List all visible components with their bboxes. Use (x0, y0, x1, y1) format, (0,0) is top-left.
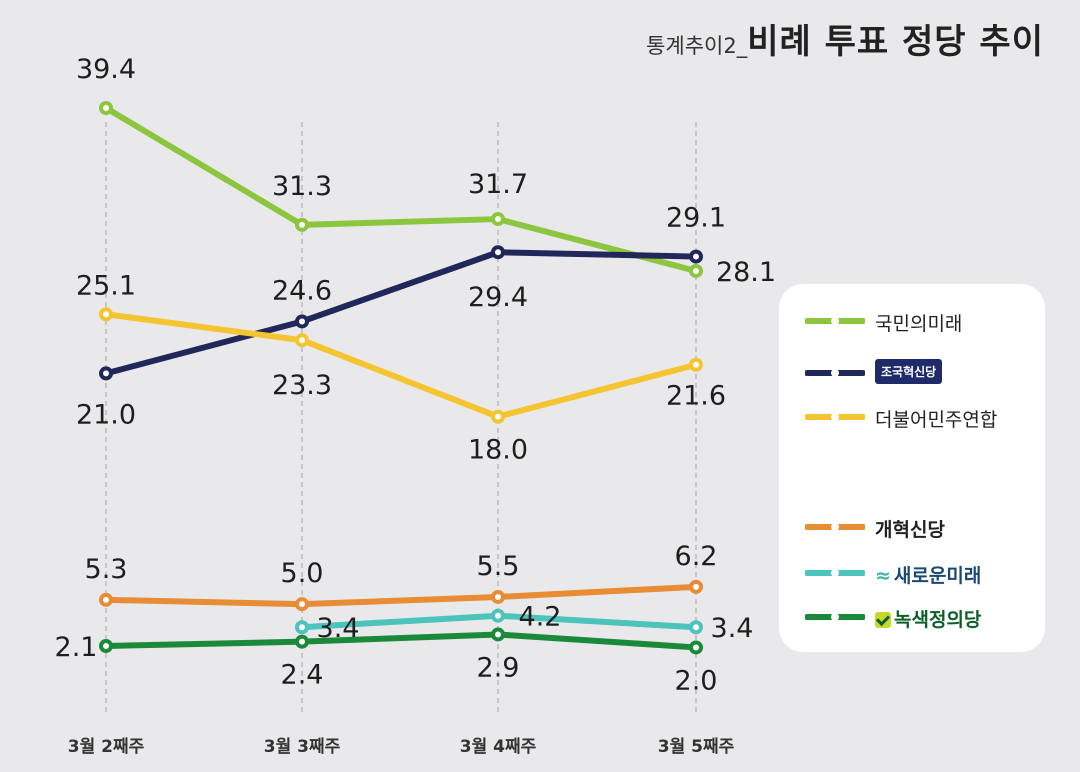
data-label: 23.3 (272, 370, 332, 401)
data-label: 3.4 (317, 613, 360, 644)
title-main: 비례 투표 정당 추이 (747, 22, 1044, 62)
data-point-center (103, 311, 109, 318)
x-tick-labels: 3월 2째주 3월 3째주 3월 4째주 3월 5째주 (68, 737, 735, 757)
legend-item-reform-party: 개혁신당 (779, 510, 1045, 544)
data-label: 21.6 (666, 381, 726, 412)
data-label: 2.1 (55, 632, 98, 663)
legend-item-new-future: ≈ 새로운미래 (779, 556, 1045, 590)
data-label: 4.2 (519, 602, 562, 633)
data-point-center (693, 644, 699, 651)
series-line-5 (103, 631, 699, 651)
data-label: 2.0 (675, 665, 718, 696)
data-point-center (495, 216, 501, 223)
legend: 국민의미래 조국혁신당 더불어민주연합 개혁신당 ≈ 새로운미래 녹색정의당 (779, 284, 1045, 652)
data-point-center (299, 638, 305, 645)
data-label: 6.2 (675, 541, 718, 572)
series-lines (103, 105, 699, 651)
legend-label: 개혁신당 (875, 519, 945, 541)
series-line-0 (103, 105, 699, 274)
data-label: 29.1 (666, 203, 726, 234)
legend-swatch-icon (805, 413, 865, 421)
title-prefix: 통계추이2_ (646, 34, 748, 58)
data-point-center (103, 105, 109, 111)
legend-label-text: 녹색정의당 (894, 609, 982, 631)
data-label: 31.3 (272, 171, 332, 202)
data-point-center (495, 612, 501, 619)
legend-label-text: 새로운미래 (893, 565, 982, 587)
data-point-center (299, 221, 305, 228)
data-label: 5.0 (281, 558, 324, 589)
series-points (99, 101, 703, 655)
legend-label: 국민의미래 (875, 313, 963, 335)
legend-label: ≈ 새로운미래 (875, 561, 981, 588)
data-point-center (299, 337, 305, 344)
data-label: 39.4 (76, 54, 136, 85)
data-point-center (299, 318, 305, 325)
data-point-center (495, 249, 501, 256)
legend-label: 조국혁신당 (875, 359, 943, 384)
data-label: 3.4 (711, 613, 754, 644)
data-point-center (299, 601, 305, 608)
data-label: 18.0 (468, 435, 528, 466)
data-point-center (495, 631, 501, 638)
data-label: 29.4 (468, 282, 528, 313)
legend-swatch-icon (805, 317, 865, 325)
legend-label: 더불어민주연합 (875, 409, 998, 431)
x-tick-label: 3월 3째주 (264, 737, 341, 757)
legend-swatch-icon (805, 369, 865, 377)
data-point-center (693, 624, 699, 631)
legend-swatch-icon (805, 523, 865, 531)
x-tick-label: 3월 2째주 (68, 737, 145, 757)
data-point-center (693, 583, 699, 590)
data-point-center (103, 596, 109, 603)
legend-item-ppp-future: 국민의미래 (779, 304, 1045, 338)
x-tick-label: 3월 4째주 (460, 737, 537, 757)
data-label: 25.1 (76, 270, 136, 301)
legend-item-democratic-alliance: 더불어민주연합 (779, 400, 1045, 434)
chart-title: 통계추이2_ 비례 투표 정당 추이 (646, 14, 1044, 63)
data-label: 2.9 (477, 652, 520, 683)
data-point-center (693, 267, 699, 274)
data-label: 21.0 (76, 399, 136, 430)
data-label: 24.6 (272, 275, 332, 306)
series-line-2 (103, 311, 699, 420)
checkmark-logo-icon (875, 612, 891, 628)
legend-item-green-justice: 녹색정의당 (779, 600, 1045, 634)
data-point-center (495, 413, 501, 420)
legend-swatch-icon (805, 613, 865, 621)
legend-label: 녹색정의당 (875, 605, 981, 632)
x-tick-label: 3월 5째주 (658, 737, 735, 757)
data-label: 5.3 (85, 554, 128, 585)
legend-swatch-icon (805, 569, 865, 577)
series-line-1 (103, 249, 699, 377)
data-point-center (693, 361, 699, 368)
data-label: 28.1 (716, 257, 776, 288)
data-label: 5.5 (477, 551, 520, 582)
data-point-center (693, 253, 699, 260)
data-label: 31.7 (468, 169, 528, 200)
data-label: 2.4 (281, 660, 324, 691)
data-point-center (103, 370, 109, 377)
data-point-center (495, 593, 501, 600)
data-labels: 39.4 31.3 31.7 28.1 21.0 24.6 29.4 29.1 25.1 23.3… (55, 54, 777, 696)
series-line-3 (103, 583, 699, 608)
wave-logo-icon: ≈ (875, 565, 891, 587)
data-point-center (299, 624, 305, 631)
legend-item-rebuilding-korea: 조국혁신당 (779, 356, 1045, 390)
data-point-center (103, 643, 109, 649)
